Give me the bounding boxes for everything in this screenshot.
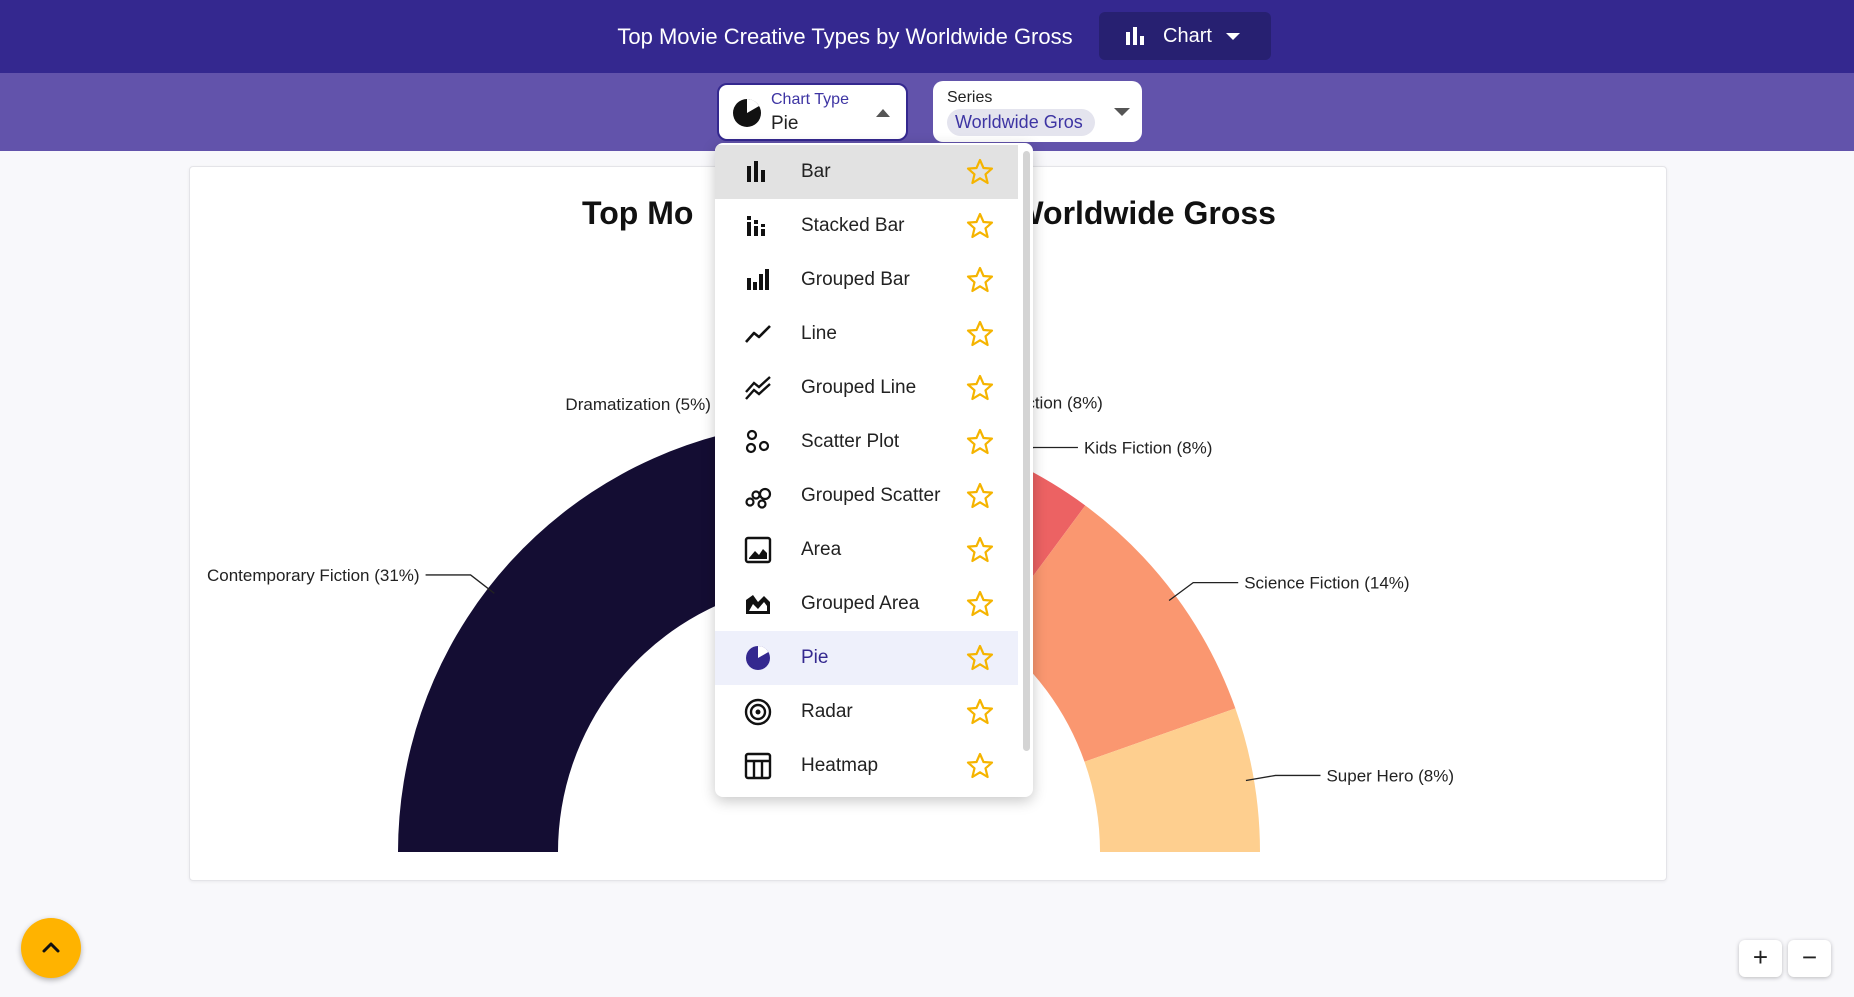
menu-item-grouped-area[interactable]: Grouped Area xyxy=(715,577,1018,631)
chevron-up-icon xyxy=(42,942,60,953)
heatmap-icon xyxy=(744,752,772,780)
menu-item-scatter-plot[interactable]: Scatter Plot xyxy=(715,415,1018,469)
radar-icon xyxy=(744,698,772,726)
leader-line xyxy=(1168,581,1239,601)
chart-title-left: Top Mo xyxy=(582,195,694,231)
menu-item-label: Scatter Plot xyxy=(801,431,900,452)
slice-label: Super Hero (8%) xyxy=(1326,766,1454,785)
grouped-area-icon xyxy=(746,595,770,614)
grouped-scatter-icon xyxy=(745,487,772,509)
zoom-in-button[interactable]: + xyxy=(1739,940,1782,977)
menu-item-grouped-line[interactable]: Grouped Line xyxy=(715,361,1018,415)
chart-type-select[interactable]: Chart Type Pie xyxy=(717,83,908,141)
menu-item-grouped-scatter[interactable]: Grouped Scatter xyxy=(715,469,1018,523)
menu-item-label: Bar xyxy=(801,161,831,182)
toolbar xyxy=(0,73,1854,151)
stacked-bar-icon xyxy=(747,216,765,236)
slice-label: Science Fiction (14%) xyxy=(1244,574,1409,593)
menu-item-heatmap[interactable]: Heatmap xyxy=(715,739,1018,793)
caret-up-icon xyxy=(876,109,890,117)
bar-chart-icon xyxy=(1126,27,1144,45)
slice-label: Dramatization (5%) xyxy=(565,395,711,414)
slice-label: Kids Fiction (8%) xyxy=(1084,439,1212,458)
menu-item-label: Grouped Area xyxy=(801,593,920,614)
scroll-top-button[interactable] xyxy=(21,918,81,978)
star-icon[interactable] xyxy=(965,589,995,619)
menu-item-radar[interactable]: Radar xyxy=(715,685,1018,739)
pie-slice[interactable] xyxy=(990,505,1236,762)
star-icon[interactable] xyxy=(965,373,995,403)
star-icon[interactable] xyxy=(965,265,995,295)
chart-menu-button[interactable]: Chart xyxy=(1099,12,1271,60)
menu-item-label: Stacked Bar xyxy=(801,215,905,236)
slice-label: Contemporary Fiction (31%) xyxy=(207,566,420,585)
zoom-out-button[interactable]: − xyxy=(1788,940,1831,977)
area-chart-icon xyxy=(744,536,772,564)
menu-item-line[interactable]: Line xyxy=(715,307,1018,361)
series-label: Series xyxy=(947,89,993,106)
star-icon[interactable] xyxy=(965,535,995,565)
leader-line xyxy=(1245,774,1321,782)
menu-item-label: Line xyxy=(801,323,837,344)
chart-type-label: Chart Type xyxy=(771,91,849,108)
caret-down-icon xyxy=(1225,32,1240,40)
menu-item-label: Radar xyxy=(801,701,853,722)
pie-slice[interactable] xyxy=(1084,708,1260,852)
menu-item-label: Grouped Scatter xyxy=(801,485,941,506)
menu-item-label: Grouped Bar xyxy=(801,269,910,290)
page-title: Top Movie Creative Types by Worldwide Gr… xyxy=(617,24,1073,49)
chart-type-value: Pie xyxy=(771,113,799,134)
line-chart-icon xyxy=(745,325,771,343)
pie-slice[interactable] xyxy=(398,434,761,852)
leader-line xyxy=(425,574,495,594)
pie-icon xyxy=(746,646,770,670)
menu-item-label: Pie xyxy=(801,647,829,668)
bar-chart-icon xyxy=(747,161,765,182)
star-icon[interactable] xyxy=(965,643,995,673)
star-icon[interactable] xyxy=(965,751,995,781)
star-icon[interactable] xyxy=(965,697,995,727)
grouped-bar-icon xyxy=(747,269,769,290)
chart-button-label: Chart xyxy=(1163,24,1212,47)
star-icon[interactable] xyxy=(965,427,995,457)
chart-type-menu: Bar Stacked Bar Grouped Bar Line Grouped Lin… xyxy=(715,143,1033,797)
menu-item-grouped-bar[interactable]: Grouped Bar xyxy=(715,253,1018,307)
menu-item-area[interactable]: Area xyxy=(715,523,1018,577)
caret-down-icon xyxy=(1114,108,1130,116)
menu-item-label: Heatmap xyxy=(801,755,879,776)
menu-scrollbar[interactable] xyxy=(1023,151,1030,751)
star-icon[interactable] xyxy=(965,481,995,511)
menu-item-stacked-bar[interactable]: Stacked Bar xyxy=(715,199,1018,253)
menu-item-label: Grouped Line xyxy=(801,377,917,398)
scatter-plot-icon xyxy=(745,429,770,454)
star-icon[interactable] xyxy=(965,319,995,349)
series-select[interactable]: Series Worldwide Gros xyxy=(933,81,1142,142)
menu-item-bar[interactable]: Bar xyxy=(715,145,1018,199)
grouped-line-icon xyxy=(745,376,771,400)
star-icon[interactable] xyxy=(965,211,995,241)
menu-item-pie[interactable]: Pie xyxy=(715,631,1018,685)
chart-title: Top Mo Worldwide Gross xyxy=(190,195,1666,232)
star-icon[interactable] xyxy=(965,157,995,187)
series-chip[interactable]: Worldwide Gros xyxy=(947,109,1095,136)
pie-icon xyxy=(733,99,761,127)
chart-title-right: Worldwide Gross xyxy=(1013,195,1276,231)
header-bar: Top Movie Creative Types by Worldwide Gr… xyxy=(0,0,1854,73)
menu-item-label: Area xyxy=(801,539,842,560)
